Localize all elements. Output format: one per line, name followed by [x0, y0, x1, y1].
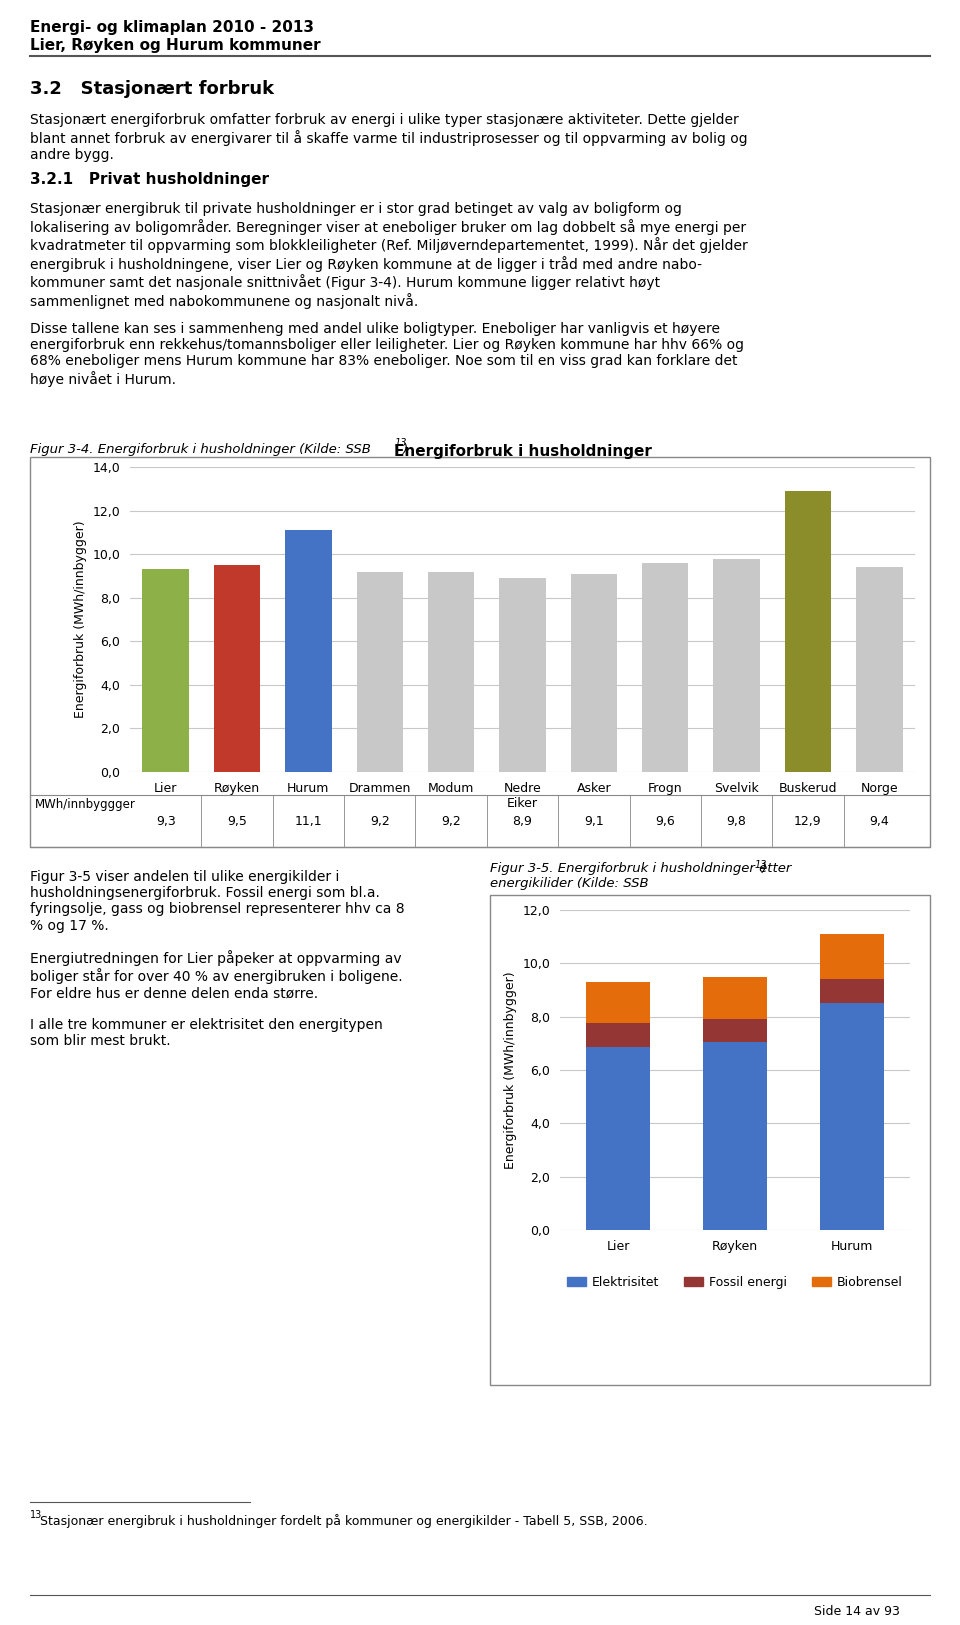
Text: 9,6: 9,6 [656, 814, 675, 827]
Bar [356, 572, 403, 772]
Text: 9,5: 9,5 [228, 814, 247, 827]
Bar [587, 1048, 651, 1230]
Text: 9,2: 9,2 [442, 814, 461, 827]
Bar [703, 977, 767, 1019]
Y-axis label: Energiforbruk (MWh/innbygger): Energiforbruk (MWh/innbygger) [504, 972, 516, 1168]
Bar [642, 562, 688, 772]
Bar [820, 980, 884, 1003]
Bar [30, 457, 930, 847]
Text: 13: 13 [755, 860, 767, 869]
Text: Side 14 av 93: Side 14 av 93 [814, 1606, 900, 1618]
Text: 13: 13 [395, 439, 407, 449]
Bar [703, 1042, 767, 1230]
Bar [428, 572, 474, 772]
Text: 9,4: 9,4 [870, 814, 889, 827]
Bar [214, 566, 260, 772]
Text: 9,3: 9,3 [156, 814, 176, 827]
Bar [490, 895, 930, 1384]
Text: Stasjonært energiforbruk omfatter forbruk av energi i ulike typer stasjonære akt: Stasjonært energiforbruk omfatter forbru… [30, 114, 748, 162]
Title: Energiforbruk i husholdninger: Energiforbruk i husholdninger [394, 444, 652, 458]
Bar [856, 567, 902, 772]
Bar [499, 578, 545, 772]
Text: Figur 3-5 viser andelen til ulike energikilder i
husholdningsenergiforbruk. Foss: Figur 3-5 viser andelen til ulike energi… [30, 869, 404, 933]
Text: ): ) [403, 444, 408, 457]
Bar [587, 1024, 651, 1048]
Text: I alle tre kommuner er elektrisitet den energitypen
som blir mest brukt.: I alle tre kommuner er elektrisitet den … [30, 1017, 383, 1048]
Bar [820, 1003, 884, 1230]
Text: 9,2: 9,2 [370, 814, 390, 827]
Text: Energiutredningen for Lier påpeker at oppvarming av
boliger står for over 40 % a: Energiutredningen for Lier påpeker at op… [30, 951, 402, 1001]
Text: Figur 3-5. Energiforbruk i husholdninger etter
energikilider (Kilde: SSB: Figur 3-5. Energiforbruk i husholdninger… [490, 861, 791, 890]
Text: Energi- og klimaplan 2010 - 2013: Energi- og klimaplan 2010 - 2013 [30, 20, 314, 36]
Bar [820, 934, 884, 980]
Text: Stasjonær energibruk i husholdninger fordelt på kommuner og energikilder - Tabel: Stasjonær energibruk i husholdninger for… [40, 1514, 648, 1527]
Bar [285, 530, 331, 772]
Text: Disse tallene kan ses i sammenheng med andel ulike boligtyper. Eneboliger har va: Disse tallene kan ses i sammenheng med a… [30, 322, 744, 387]
Legend: Elektrisitet, Fossil energi, Biobrensel: Elektrisitet, Fossil energi, Biobrensel [562, 1271, 908, 1294]
Text: 8,9: 8,9 [513, 814, 533, 827]
Bar [703, 1019, 767, 1042]
Text: 13: 13 [30, 1510, 42, 1519]
Text: 3.2   Stasjonært forbruk: 3.2 Stasjonært forbruk [30, 80, 275, 98]
Bar [784, 491, 831, 772]
Bar [570, 574, 617, 772]
Bar [587, 982, 651, 1024]
Text: Stasjonær energibruk til private husholdninger er i stor grad betinget av valg a: Stasjonær energibruk til private hushold… [30, 202, 748, 309]
Text: 12,9: 12,9 [794, 814, 822, 827]
Text: Figur 3-4. Energiforbruk i husholdninger (Kilde: SSB: Figur 3-4. Energiforbruk i husholdninger… [30, 444, 371, 457]
Bar [713, 559, 759, 772]
Text: 11,1: 11,1 [295, 814, 323, 827]
Text: ): ) [762, 861, 767, 874]
Text: MWh/innbyggger: MWh/innbyggger [35, 798, 136, 811]
Text: 3.2.1   Privat husholdninger: 3.2.1 Privat husholdninger [30, 172, 269, 187]
Text: 9,1: 9,1 [584, 814, 604, 827]
Text: Lier, Røyken og Hurum kommuner: Lier, Røyken og Hurum kommuner [30, 37, 321, 54]
Y-axis label: Energiforbruk (MWh/innbygger): Energiforbruk (MWh/innbygger) [74, 520, 86, 718]
Text: 9,8: 9,8 [727, 814, 747, 827]
Bar [142, 569, 189, 772]
